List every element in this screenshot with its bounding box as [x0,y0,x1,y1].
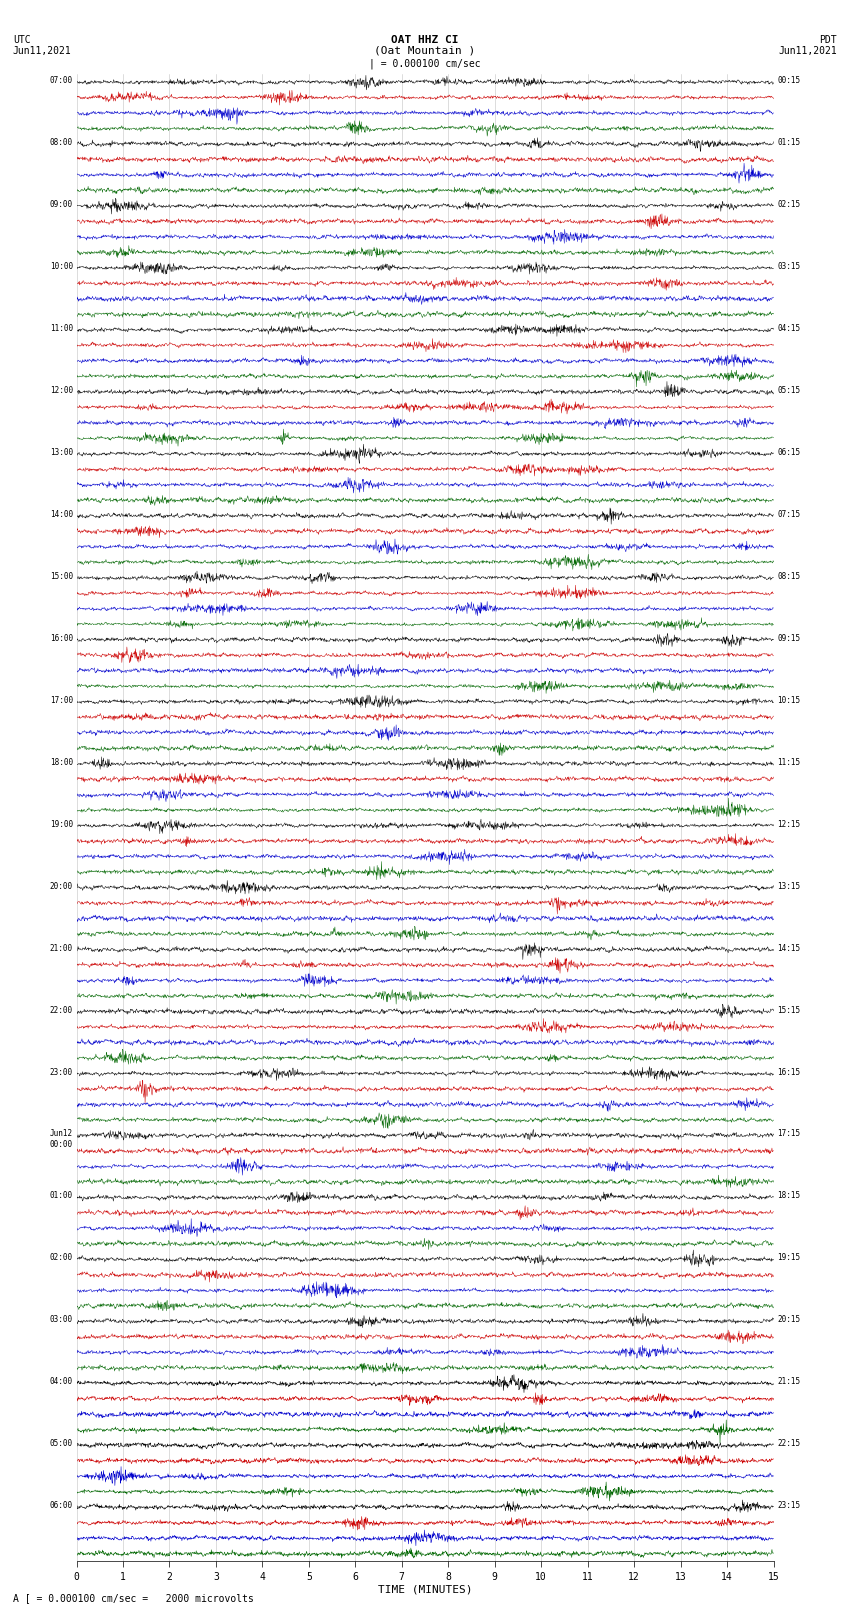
Text: 17:15: 17:15 [777,1129,801,1139]
Text: 07:00: 07:00 [49,76,73,85]
Text: 15:15: 15:15 [777,1005,801,1015]
Text: 22:15: 22:15 [777,1439,801,1448]
Text: 11:00: 11:00 [49,324,73,332]
Text: Jun12
00:00: Jun12 00:00 [49,1129,73,1148]
Text: 18:00: 18:00 [49,758,73,766]
Text: 04:00: 04:00 [49,1378,73,1386]
Text: 09:00: 09:00 [49,200,73,210]
Text: 06:00: 06:00 [49,1502,73,1510]
Text: 18:15: 18:15 [777,1192,801,1200]
Text: 21:15: 21:15 [777,1378,801,1386]
Text: 23:00: 23:00 [49,1068,73,1076]
Text: | = 0.000100 cm/sec: | = 0.000100 cm/sec [369,58,481,69]
Text: 19:15: 19:15 [777,1253,801,1263]
Text: A [ = 0.000100 cm/sec =   2000 microvolts: A [ = 0.000100 cm/sec = 2000 microvolts [13,1594,253,1603]
Text: 14:15: 14:15 [777,944,801,953]
Text: 20:15: 20:15 [777,1315,801,1324]
Text: OAT HHZ CI: OAT HHZ CI [391,35,459,45]
Text: 17:00: 17:00 [49,695,73,705]
Text: 00:15: 00:15 [777,76,801,85]
Text: 08:00: 08:00 [49,139,73,147]
Text: 16:00: 16:00 [49,634,73,642]
Text: 07:15: 07:15 [777,510,801,519]
Text: UTC: UTC [13,35,31,45]
Text: 05:00: 05:00 [49,1439,73,1448]
Text: (Oat Mountain ): (Oat Mountain ) [374,45,476,56]
Text: 22:00: 22:00 [49,1005,73,1015]
Text: Jun11,2021: Jun11,2021 [13,45,71,56]
Text: 11:15: 11:15 [777,758,801,766]
Text: 04:15: 04:15 [777,324,801,332]
Text: 19:00: 19:00 [49,819,73,829]
Text: Jun11,2021: Jun11,2021 [779,45,837,56]
Text: 14:00: 14:00 [49,510,73,519]
Text: 03:15: 03:15 [777,261,801,271]
Text: 13:00: 13:00 [49,448,73,456]
X-axis label: TIME (MINUTES): TIME (MINUTES) [377,1584,473,1595]
Text: 10:00: 10:00 [49,261,73,271]
Text: 23:15: 23:15 [777,1502,801,1510]
Text: 09:15: 09:15 [777,634,801,642]
Text: 15:00: 15:00 [49,571,73,581]
Text: 01:15: 01:15 [777,139,801,147]
Text: 21:00: 21:00 [49,944,73,953]
Text: 03:00: 03:00 [49,1315,73,1324]
Text: 16:15: 16:15 [777,1068,801,1076]
Text: 10:15: 10:15 [777,695,801,705]
Text: 12:15: 12:15 [777,819,801,829]
Text: 06:15: 06:15 [777,448,801,456]
Text: 08:15: 08:15 [777,571,801,581]
Text: 13:15: 13:15 [777,882,801,890]
Text: 12:00: 12:00 [49,386,73,395]
Text: PDT: PDT [819,35,837,45]
Text: 20:00: 20:00 [49,882,73,890]
Text: 05:15: 05:15 [777,386,801,395]
Text: 02:00: 02:00 [49,1253,73,1263]
Text: 02:15: 02:15 [777,200,801,210]
Text: 01:00: 01:00 [49,1192,73,1200]
